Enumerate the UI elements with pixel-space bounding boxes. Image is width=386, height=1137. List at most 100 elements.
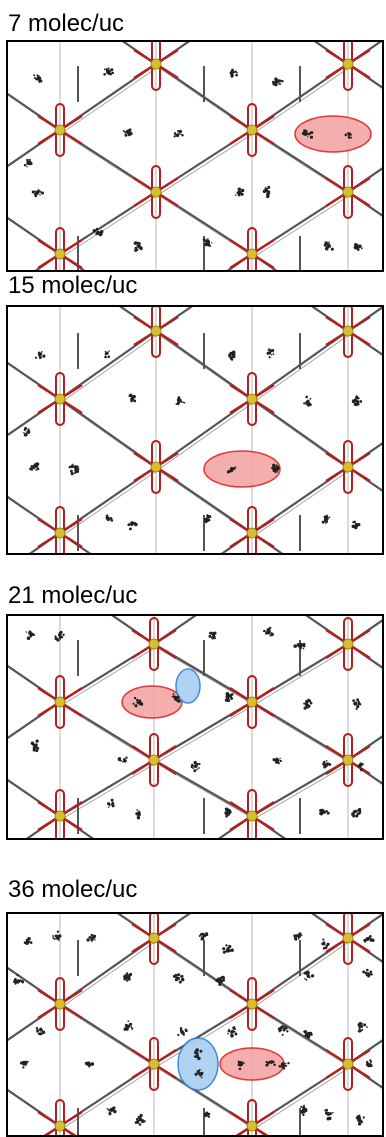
molecule-dot bbox=[26, 161, 30, 165]
molecule-dot bbox=[208, 632, 211, 635]
molecule-dot bbox=[361, 1028, 364, 1031]
metal-node bbox=[342, 1058, 354, 1070]
molecule-dot bbox=[112, 1108, 115, 1112]
molecule-dot bbox=[366, 972, 370, 976]
molecule-dot bbox=[117, 757, 122, 761]
molecule-cluster bbox=[203, 1111, 211, 1118]
molecule-dot bbox=[22, 1066, 25, 1069]
molecule-cluster bbox=[303, 698, 313, 710]
framework-strut bbox=[122, 42, 157, 65]
molecule-cluster bbox=[352, 698, 362, 710]
molecule-dot bbox=[354, 398, 356, 401]
molecule-dot bbox=[204, 519, 208, 524]
molecule-dot bbox=[195, 1055, 199, 1058]
molecule-dot bbox=[39, 79, 42, 82]
molecule-dot bbox=[271, 1060, 273, 1062]
molecule-cluster bbox=[222, 944, 234, 954]
molecule-dot bbox=[108, 804, 111, 807]
molecule-dot bbox=[127, 1020, 130, 1023]
molecule-dot bbox=[230, 71, 232, 74]
molecule-dot bbox=[302, 647, 305, 650]
molecule-dot bbox=[230, 469, 234, 473]
framework-strut bbox=[311, 307, 349, 332]
molecule-dot bbox=[350, 136, 353, 139]
molecule-dot bbox=[308, 704, 311, 708]
metal-node bbox=[246, 998, 258, 1010]
molecule-dot bbox=[138, 243, 141, 247]
molecule-dot bbox=[302, 1113, 305, 1117]
molecule-dot bbox=[26, 166, 28, 168]
molecule-dot bbox=[215, 979, 218, 982]
molecule-dot bbox=[177, 129, 180, 133]
molecule-dot bbox=[278, 1064, 282, 1068]
molecule-cluster bbox=[19, 1060, 29, 1069]
molecule-dot bbox=[302, 1112, 304, 1114]
molecule-dot bbox=[225, 811, 227, 813]
framework-strut bbox=[155, 42, 190, 65]
molecule-dot bbox=[360, 1025, 364, 1028]
molecule-cluster bbox=[134, 1113, 146, 1126]
molecule-dot bbox=[111, 71, 115, 75]
molecule-dot bbox=[138, 699, 141, 702]
metal-node bbox=[246, 248, 258, 260]
molecule-dot bbox=[271, 466, 276, 470]
molecule-dot bbox=[173, 135, 176, 138]
framework-strut bbox=[117, 914, 155, 939]
molecule-cluster bbox=[25, 630, 36, 640]
molecule-dot bbox=[234, 1032, 238, 1036]
highlight-ellipse-blue bbox=[177, 1037, 219, 1091]
molecule-dot bbox=[356, 704, 360, 709]
molecule-dot bbox=[222, 950, 226, 954]
molecule-dot bbox=[206, 517, 209, 520]
framework-strut bbox=[253, 333, 351, 403]
molecule-dot bbox=[62, 633, 65, 636]
molecule-dot bbox=[236, 71, 238, 74]
molecule-dot bbox=[363, 938, 367, 942]
molecule-dot bbox=[359, 1031, 361, 1033]
molecule-dot bbox=[369, 935, 372, 938]
framework-diagram bbox=[8, 42, 382, 270]
molecule-dot bbox=[13, 977, 17, 981]
molecule-dot bbox=[226, 697, 229, 699]
framework-strut bbox=[8, 778, 61, 817]
molecule-dot bbox=[265, 1060, 268, 1064]
molecule-dot bbox=[272, 758, 276, 762]
molecule-dot bbox=[178, 396, 181, 399]
molecule-dot bbox=[220, 976, 223, 979]
molecule-dot bbox=[23, 163, 27, 167]
molecule-dot bbox=[27, 432, 30, 435]
molecule-dot bbox=[179, 399, 182, 402]
molecule-dot bbox=[133, 696, 137, 700]
molecule-dot bbox=[211, 242, 213, 244]
molecule-dot bbox=[27, 428, 30, 431]
molecule-dot bbox=[31, 190, 35, 194]
framework-strut bbox=[8, 966, 61, 1005]
molecule-dot bbox=[324, 763, 328, 768]
molecule-dot bbox=[39, 1028, 43, 1032]
molecule-dot bbox=[56, 638, 60, 642]
molecule-dot bbox=[369, 970, 373, 974]
framework-strut bbox=[61, 1006, 157, 1068]
molecule-dot bbox=[354, 242, 358, 247]
molecule-cluster bbox=[194, 1068, 204, 1079]
molecule-dot bbox=[352, 700, 354, 702]
molecule-cluster bbox=[172, 973, 185, 984]
molecule-dot bbox=[128, 128, 132, 132]
molecule-dot bbox=[362, 970, 366, 974]
molecule-dot bbox=[362, 1116, 365, 1119]
molecule-dot bbox=[266, 352, 269, 355]
framework-strut bbox=[155, 1066, 255, 1130]
molecule-dot bbox=[286, 1030, 289, 1033]
framework-strut bbox=[119, 307, 157, 332]
metal-node bbox=[54, 393, 66, 405]
molecule-dot bbox=[294, 644, 298, 648]
molecule-dot bbox=[72, 463, 74, 466]
molecule-dot bbox=[232, 355, 236, 359]
molecule-cluster bbox=[362, 968, 373, 978]
molecule-dot bbox=[270, 353, 273, 356]
molecule-dot bbox=[284, 1026, 288, 1030]
molecule-dot bbox=[302, 1106, 306, 1109]
molecule-dot bbox=[136, 701, 138, 704]
framework-strut bbox=[347, 1039, 382, 1065]
framework-strut bbox=[59, 532, 92, 553]
